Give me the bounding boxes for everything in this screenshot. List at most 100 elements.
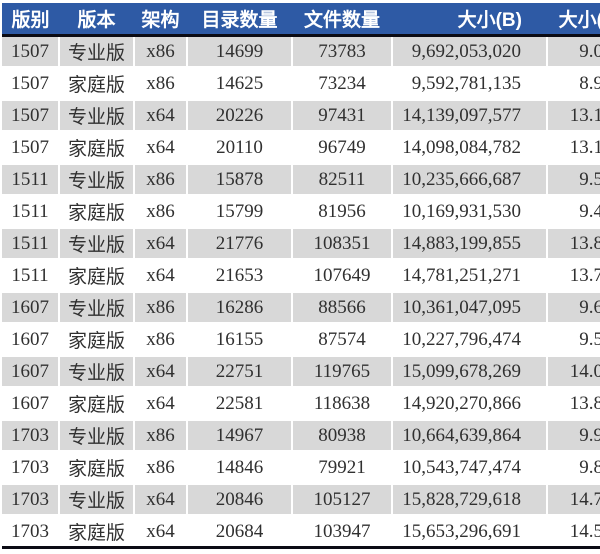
- cell-size-gb: 9.5: [546, 162, 600, 196]
- cell-size-gb: 13.1: [546, 130, 600, 164]
- cell-version-number: 1511: [2, 226, 59, 260]
- cell-directory-count: 14846: [186, 450, 292, 484]
- cell-edition: 家庭版: [58, 66, 134, 100]
- cell-edition: 专业版: [58, 162, 134, 196]
- cell-architecture: x64: [133, 386, 187, 420]
- cell-size-bytes: 15,099,678,269: [391, 354, 547, 388]
- cell-version-number: 1511: [2, 258, 59, 292]
- cell-directory-count: 21653: [186, 258, 292, 292]
- cell-architecture: x64: [133, 258, 187, 292]
- cell-file-count: 97431: [291, 98, 392, 132]
- cell-size-gb: 9.9: [546, 418, 600, 452]
- cell-edition: 家庭版: [58, 258, 134, 292]
- cell-size-gb: 14.0: [546, 354, 600, 388]
- cell-size-bytes: 10,235,666,687: [391, 162, 547, 196]
- header-cell-edition: 版本: [59, 3, 134, 37]
- cell-architecture: x64: [133, 130, 187, 164]
- cell-size-bytes: 10,543,747,474: [391, 450, 547, 484]
- cell-file-count: 119765: [291, 354, 392, 388]
- cell-architecture: x64: [133, 354, 187, 388]
- cell-version-number: 1511: [2, 194, 59, 228]
- cell-directory-count: 22581: [186, 386, 292, 420]
- cell-file-count: 88566: [291, 290, 392, 324]
- header-cell-size-gb: 大小(: [547, 3, 600, 37]
- cell-size-gb: 13.8: [546, 226, 600, 260]
- cell-edition: 家庭版: [58, 130, 134, 164]
- header-cell-architecture: 架构: [134, 3, 187, 37]
- cell-architecture: x86: [133, 322, 187, 356]
- cell-version-number: 1703: [2, 482, 59, 516]
- cell-size-gb: 9.0: [546, 34, 600, 68]
- table-row: 1511 专业版 x86 15878 82511 10,235,666,687 …: [2, 162, 600, 196]
- cell-file-count: 81956: [291, 194, 392, 228]
- cell-architecture: x64: [133, 514, 187, 549]
- cell-file-count: 82511: [291, 162, 392, 196]
- table-row: 1703 专业版 x64 20846 105127 15,828,729,618…: [2, 482, 600, 516]
- cell-size-bytes: 10,227,796,474: [391, 322, 547, 356]
- cell-architecture: x86: [133, 418, 187, 452]
- table-row: 1607 专业版 x86 16286 88566 10,361,047,095 …: [2, 290, 600, 324]
- header-cell-file-count: 文件数量: [292, 3, 392, 37]
- cell-directory-count: 21776: [186, 226, 292, 260]
- table-row: 1607 家庭版 x64 22581 118638 14,920,270,866…: [2, 386, 600, 420]
- cell-file-count: 105127: [291, 482, 392, 516]
- cell-architecture: x86: [133, 162, 187, 196]
- cell-directory-count: 15799: [186, 194, 292, 228]
- cell-edition: 专业版: [58, 226, 134, 260]
- cell-version-number: 1703: [2, 450, 59, 484]
- table-row: 1511 家庭版 x86 15799 81956 10,169,931,530 …: [2, 194, 600, 228]
- cell-size-gb: 9.6: [546, 290, 600, 324]
- cell-edition: 家庭版: [58, 450, 134, 484]
- cell-edition: 家庭版: [58, 322, 134, 356]
- cell-directory-count: 14625: [186, 66, 292, 100]
- cell-architecture: x86: [133, 450, 187, 484]
- cell-edition: 专业版: [58, 290, 134, 324]
- cell-file-count: 73234: [291, 66, 392, 100]
- cell-edition: 专业版: [58, 98, 134, 132]
- cell-size-gb: 9.5: [546, 322, 600, 356]
- cell-architecture: x86: [133, 194, 187, 228]
- cell-file-count: 118638: [291, 386, 392, 420]
- cell-size-bytes: 15,653,296,691: [391, 514, 547, 549]
- table-row: 1511 家庭版 x64 21653 107649 14,781,251,271…: [2, 258, 600, 292]
- cell-file-count: 103947: [291, 514, 392, 549]
- cell-directory-count: 22751: [186, 354, 292, 388]
- cell-size-gb: 13.8: [546, 386, 600, 420]
- cell-edition: 家庭版: [58, 194, 134, 228]
- cell-architecture: x86: [133, 66, 187, 100]
- cell-file-count: 73783: [291, 34, 392, 68]
- table-row: 1607 家庭版 x86 16155 87574 10,227,796,474 …: [2, 322, 600, 356]
- cell-edition: 专业版: [58, 354, 134, 388]
- cell-size-bytes: 14,920,270,866: [391, 386, 547, 420]
- cell-directory-count: 20846: [186, 482, 292, 516]
- cell-version-number: 1507: [2, 34, 59, 68]
- cell-edition: 专业版: [58, 418, 134, 452]
- cell-architecture: x86: [133, 290, 187, 324]
- cell-version-number: 1511: [2, 162, 59, 196]
- cell-size-gb: 8.9: [546, 66, 600, 100]
- table-row: 1703 家庭版 x64 20684 103947 15,653,296,691…: [2, 514, 600, 549]
- cell-version-number: 1703: [2, 514, 59, 549]
- table-row: 1703 专业版 x86 14967 80938 10,664,639,864 …: [2, 418, 600, 452]
- cell-size-gb: 9.8: [546, 450, 600, 484]
- cell-directory-count: 15878: [186, 162, 292, 196]
- cell-version-number: 1507: [2, 98, 59, 132]
- cell-size-gb: 13.1: [546, 98, 600, 132]
- cell-file-count: 80938: [291, 418, 392, 452]
- cell-file-count: 108351: [291, 226, 392, 260]
- cell-size-bytes: 9,692,053,020: [391, 34, 547, 68]
- header-cell-directory-count: 目录数量: [187, 3, 292, 37]
- cell-file-count: 87574: [291, 322, 392, 356]
- cell-version-number: 1607: [2, 386, 59, 420]
- cell-size-gb: 9.4: [546, 194, 600, 228]
- cell-size-bytes: 10,361,047,095: [391, 290, 547, 324]
- cell-size-gb: 14.5: [546, 514, 600, 549]
- table-row: 1607 专业版 x64 22751 119765 15,099,678,269…: [2, 354, 600, 388]
- cell-version-number: 1703: [2, 418, 59, 452]
- cell-architecture: x64: [133, 226, 187, 260]
- table-row: 1507 专业版 x86 14699 73783 9,692,053,020 9…: [2, 34, 600, 68]
- cell-directory-count: 16286: [186, 290, 292, 324]
- cell-architecture: x86: [133, 34, 187, 68]
- cell-edition: 家庭版: [58, 514, 134, 549]
